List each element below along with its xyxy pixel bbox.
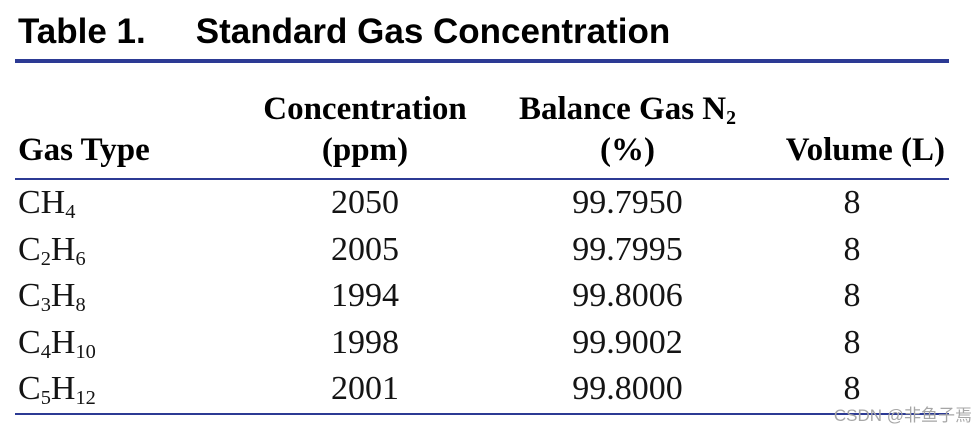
concentration-cell: 1994: [331, 277, 399, 315]
table-row: C2H6 2005 99.7995 8: [15, 227, 949, 274]
balance-gas-cell: 99.7950: [572, 184, 683, 222]
table-row: CH4 2050 99.7950 8: [15, 179, 949, 227]
col-header-gas-type: Gas Type: [15, 63, 230, 180]
col-header-concentration: Concentration (ppm): [230, 63, 500, 180]
col-header-concentration-line1: Concentration: [263, 91, 467, 127]
balance-gas-cell: 99.7995: [572, 230, 683, 268]
col-header-gas-type-label: Gas Type: [18, 132, 150, 168]
balance-gas-cell: 99.8000: [500, 366, 755, 415]
concentration-cell: 1998: [331, 323, 399, 361]
volume-cell: 8: [843, 323, 861, 361]
volume-cell: 8: [843, 277, 861, 315]
table-caption: Table 1. Standard Gas Concentration: [18, 12, 670, 52]
gas-type-cell: CH4: [18, 184, 76, 224]
table-row: C5H12 2001 99.8000 8: [15, 366, 949, 415]
volume-cell: 8: [843, 230, 861, 268]
csdn-watermark: CSDN @非鱼子焉: [833, 406, 972, 425]
volume-cell: 8: [843, 184, 861, 222]
col-header-balance-gas-line2: (%): [600, 132, 655, 168]
gas-type-cell: C3H8: [18, 277, 86, 317]
gas-type-cell: C2H6: [18, 230, 86, 270]
balance-gas-cell: 99.8006: [572, 277, 683, 315]
header-row: Gas Type Concentration (ppm) Balance Gas…: [15, 63, 949, 180]
balance-gas-cell: 99.9002: [572, 323, 683, 361]
volume-cell: 8: [755, 366, 949, 415]
col-header-concentration-line2: (ppm): [321, 132, 409, 168]
concentration-cell: 2050: [331, 184, 399, 222]
concentration-cell: 2005: [331, 230, 399, 268]
table-row: C3H8 1994 99.8006 8: [15, 273, 949, 320]
gas-type-cell: C5H12: [15, 366, 230, 415]
col-header-balance-gas: Balance Gas N2 (%): [500, 63, 755, 180]
caption-rule: [15, 59, 949, 63]
standard-gas-concentration-table: Gas Type Concentration (ppm) Balance Gas…: [15, 63, 949, 415]
concentration-cell: 2001: [230, 366, 500, 415]
gas-type-cell: C4H10: [18, 323, 96, 363]
col-header-volume: Volume (L): [755, 63, 949, 180]
table-caption-number: Table 1.: [18, 12, 146, 51]
table-caption-title: Standard Gas Concentration: [195, 12, 671, 51]
table-row: C4H10 1998 99.9002 8: [15, 320, 949, 367]
col-header-volume-label: Volume (L): [785, 132, 945, 168]
col-header-balance-gas-line1: Balance Gas N2: [518, 91, 737, 129]
